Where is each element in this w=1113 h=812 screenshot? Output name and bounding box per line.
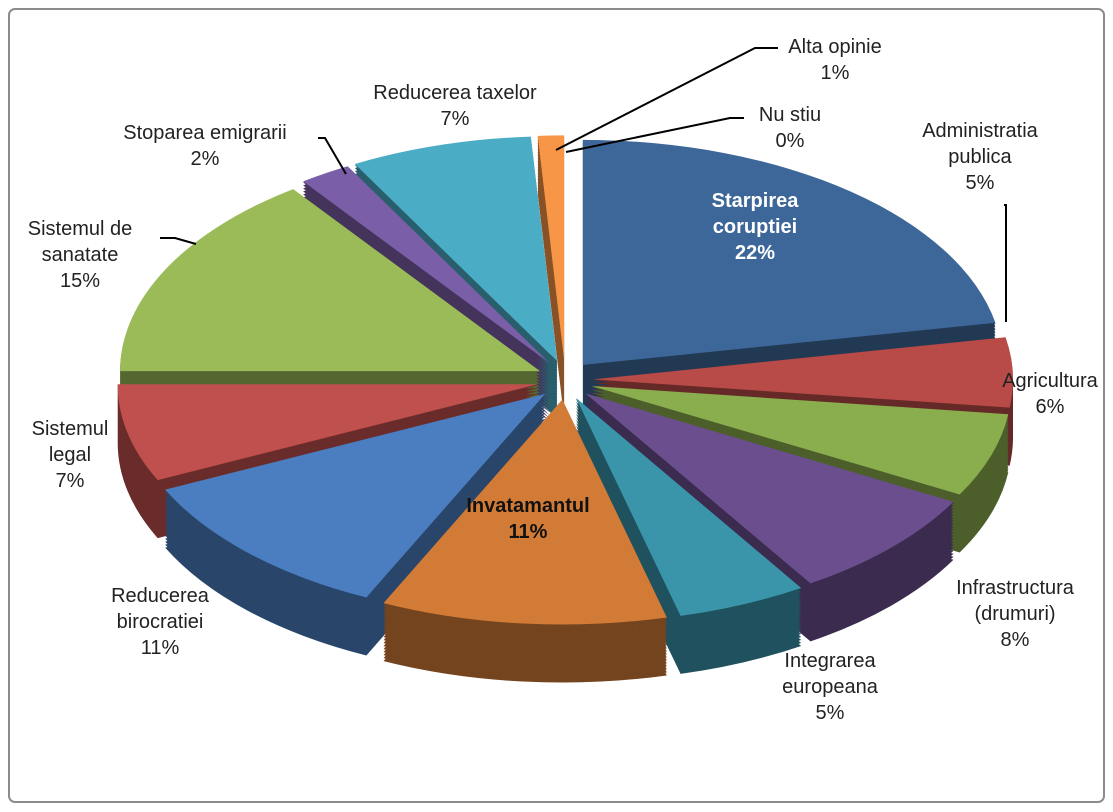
value-label: 5% <box>815 702 845 724</box>
slice-label: Stoparea emigrarii 2% <box>90 120 320 172</box>
slice <box>537 135 565 361</box>
category-label: Agricultura <box>1002 370 1098 392</box>
slice-label: Sistemul legal 7% <box>10 416 130 494</box>
value-label: 2% <box>190 148 220 170</box>
leader-line <box>555 47 778 151</box>
slice <box>117 384 538 481</box>
value-label: 1% <box>820 62 850 84</box>
value-label: 15% <box>59 270 101 292</box>
slice-label: Invatamantul 11% <box>448 493 608 545</box>
category-label: Starpirea coruptiei <box>711 190 799 238</box>
leader-line <box>565 117 744 153</box>
slice <box>592 337 1013 408</box>
category-label: Sistemul legal <box>31 418 109 466</box>
slice <box>591 386 1009 495</box>
category-label: Reducerea taxelor <box>373 82 537 104</box>
slice <box>303 166 550 364</box>
category-label: Integrarea europeana <box>782 650 878 698</box>
value-label: 7% <box>55 470 85 492</box>
slice-label: Infrastructura (drumuri) 8% <box>930 575 1100 653</box>
leader-line <box>1004 204 1007 322</box>
category-label: Reducerea birocratiei <box>111 585 209 633</box>
value-label: 0% <box>775 130 805 152</box>
slice <box>383 399 667 625</box>
slice-label: Nu stiu 0% <box>740 102 840 154</box>
slice <box>354 136 558 362</box>
category-label: Sistemul de sanatate <box>27 218 133 266</box>
slice <box>120 189 541 372</box>
category-label: Stoparea emigrarii <box>123 122 287 144</box>
value-label: 11% <box>508 521 548 543</box>
slice <box>576 397 802 616</box>
slice-label: Reducerea birocratiei 11% <box>90 583 230 661</box>
category-label: Nu stiu <box>758 104 822 126</box>
slice-label: Agricultura 6% <box>985 368 1113 420</box>
slice-label: Reducerea taxelor 7% <box>345 80 565 132</box>
slice-label: Starpirea coruptiei 22% <box>675 188 835 266</box>
slice <box>165 393 546 598</box>
leader-lines <box>160 47 1007 322</box>
leader-line <box>160 237 197 245</box>
slice <box>582 139 996 365</box>
slices <box>117 135 1013 683</box>
value-label: 8% <box>1000 629 1030 651</box>
value-label: 6% <box>1035 396 1065 418</box>
category-label: Administratia publica <box>922 120 1038 168</box>
slice <box>585 393 954 584</box>
slice-label: Alta opinie 1% <box>770 34 900 86</box>
value-label: 7% <box>440 108 470 130</box>
value-label: 5% <box>965 172 995 194</box>
category-label: Alta opinie <box>788 36 882 58</box>
leader-line <box>318 137 347 175</box>
value-label: 22% <box>734 242 776 264</box>
category-label: Invatamantul <box>466 495 590 517</box>
slice-label: Administratia publica 5% <box>900 118 1060 196</box>
slice-label: Integrarea europeana 5% <box>760 648 900 726</box>
value-label: 11% <box>140 637 180 659</box>
slice-label: Sistemul de sanatate 15% <box>10 216 150 294</box>
category-label: Infrastructura (drumuri) <box>956 577 1074 625</box>
